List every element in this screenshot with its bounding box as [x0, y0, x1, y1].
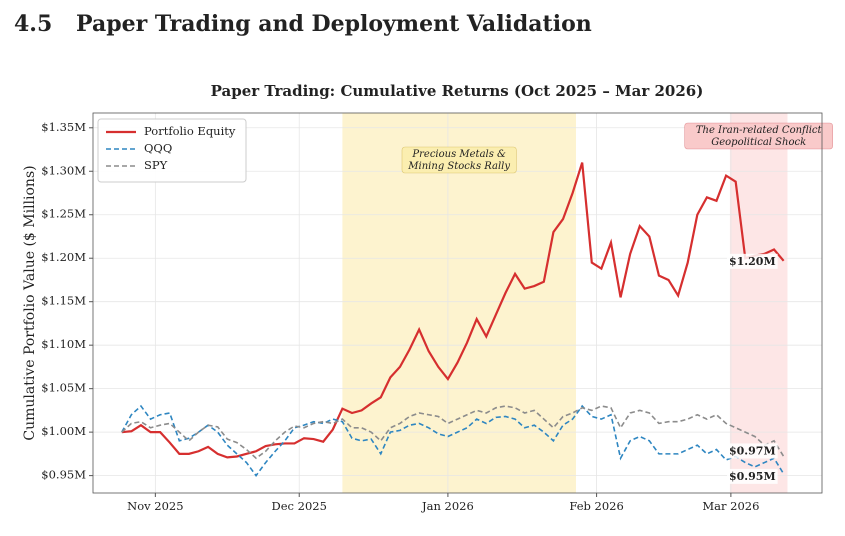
chart-title: Paper Trading: Cumulative Returns (Oct 2… [211, 82, 704, 100]
legend-label: SPY [144, 158, 168, 172]
y-axis-label: Cumulative Portfolio Value ($ Millions) [22, 165, 38, 440]
y-tick-label: $1.20M [41, 250, 86, 264]
legend-label: Portfolio Equity [144, 124, 236, 138]
y-tick-label: $1.15M [41, 294, 86, 308]
end-label: $0.95M [729, 470, 776, 483]
series-line [121, 405, 785, 460]
y-tick-label: $1.25M [41, 207, 86, 221]
section-number: 4.5 [14, 11, 52, 37]
end-label-bg [727, 468, 778, 484]
x-tick-label: Feb 2026 [569, 499, 623, 513]
y-tick-label: $1.35M [41, 120, 86, 134]
annotation-box [684, 122, 833, 150]
y-tick-label: $1.30M [41, 163, 86, 177]
y-tick-label: $1.00M [41, 424, 86, 438]
highlight-span [342, 113, 576, 493]
end-label-bg [727, 443, 778, 459]
y-tick-label: $1.05M [41, 381, 86, 395]
plot-frame [92, 112, 823, 494]
series-line [121, 162, 785, 459]
end-label-bg [727, 253, 778, 269]
annotation: Precious Metals & Mining Stocks Rally [407, 149, 510, 172]
annotation: The Iran-related Conflict Geopolitical Sh… [696, 125, 823, 148]
y-tick-label: $1.10M [41, 337, 86, 351]
x-tick-label: Nov 2025 [127, 499, 183, 513]
x-tick-label: Mar 2026 [702, 499, 759, 513]
annotation-box [401, 146, 517, 174]
highlight-span [729, 113, 788, 493]
x-tick-label: Jan 2026 [421, 499, 474, 513]
y-tick-label: $0.95M [41, 468, 86, 482]
end-label: $0.97M [729, 444, 776, 457]
end-label: $1.20M [729, 255, 776, 268]
legend-label: QQQ [144, 141, 172, 155]
section-title: Paper Trading and Deployment Validation [76, 11, 592, 37]
x-tick-label: Dec 2025 [272, 499, 327, 513]
